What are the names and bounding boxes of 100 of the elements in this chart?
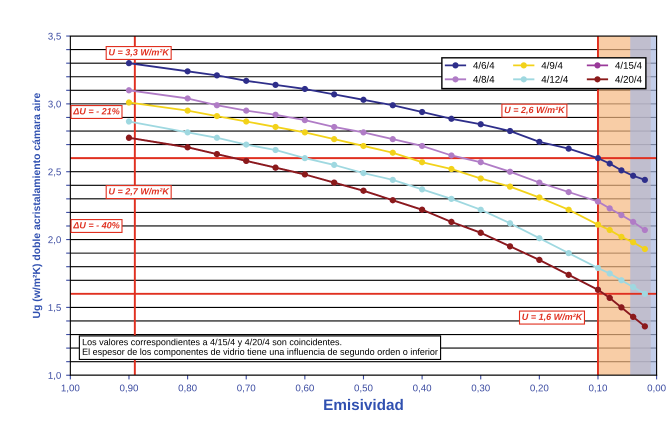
point [331, 91, 338, 98]
x-tick-label: 0,40 [413, 384, 432, 393]
point [506, 184, 514, 190]
point [243, 108, 250, 114]
x-tick-label: 0,20 [530, 384, 548, 393]
legend-label: 4/20/4 [615, 76, 642, 83]
x-tick-label: 0,60 [296, 384, 314, 393]
point [642, 176, 648, 183]
point [184, 68, 191, 74]
point [606, 226, 613, 234]
x-tick-label: 0,90 [120, 384, 138, 393]
point [126, 99, 132, 106]
point [478, 159, 484, 166]
point [272, 82, 279, 88]
y-tick-label: 3,0 [48, 100, 61, 109]
legend-label: 4/9/4 [541, 62, 563, 69]
annotation: Los valores correspondientes a 4/15/4 y 4/20/4 son coincidentes. El espesor de los componentes de vidrio tiene una influencia de segundo orden o inferior [82, 338, 438, 357]
point [418, 142, 426, 150]
point [630, 172, 636, 179]
point [448, 116, 455, 122]
point [478, 206, 484, 213]
point [126, 60, 132, 66]
y-tick-label: 2,0 [48, 236, 61, 244]
x-tick-label: 0,30 [472, 384, 490, 393]
point [243, 141, 250, 148]
point [390, 150, 396, 156]
point [243, 78, 250, 84]
point [630, 284, 636, 290]
x-tick-label: 0,00 [648, 384, 666, 393]
point [302, 117, 308, 124]
point [506, 220, 514, 226]
annotation: U = 2,6 W/m²K [504, 106, 566, 114]
annotation: U = 2,7 W/m²K [108, 188, 170, 196]
point [606, 160, 613, 167]
point [566, 206, 572, 213]
point [418, 159, 426, 166]
point [536, 194, 542, 201]
point [331, 136, 338, 142]
y-axis-title: Ug (w/m²K) doble acristalamiento cámara aire [32, 93, 42, 318]
legend-label: 4/12/4 [541, 76, 568, 83]
legend-label: 4/8/4 [473, 76, 494, 83]
point [214, 72, 220, 79]
x-tick-label: 1,00 [62, 384, 80, 393]
point [272, 124, 279, 130]
point [506, 168, 514, 175]
point [184, 108, 191, 114]
point [594, 264, 602, 272]
x-tick-label: 0,50 [354, 384, 373, 393]
point [594, 198, 602, 205]
point [536, 179, 542, 186]
y-tick-label: 3,5 [48, 32, 61, 41]
point [506, 128, 514, 134]
point [642, 246, 648, 252]
annotation: ΔU = - 21% [73, 108, 120, 114]
point [566, 250, 572, 256]
point [126, 118, 132, 125]
point [618, 212, 625, 218]
point [618, 234, 625, 240]
annotation: U = 1,6 W/m²K [522, 313, 583, 322]
y-tick-label: 1,5 [48, 304, 61, 312]
point [594, 155, 602, 162]
point [390, 176, 396, 183]
point [448, 196, 455, 202]
point [418, 108, 426, 116]
point [243, 118, 250, 125]
y-tick-label: 1,0 [48, 372, 61, 380]
point [618, 277, 625, 284]
point [566, 188, 572, 196]
point [360, 170, 367, 176]
point [331, 162, 338, 168]
point [618, 167, 625, 174]
point [418, 186, 426, 192]
point [302, 129, 308, 136]
point [642, 290, 648, 297]
point [360, 96, 367, 103]
point [448, 152, 455, 159]
point [184, 95, 191, 102]
x-tick-label: 0,10 [588, 384, 608, 393]
point [214, 112, 220, 120]
y-tick-label: 2,5 [48, 168, 61, 176]
point [272, 146, 279, 154]
point [214, 102, 220, 108]
point [390, 102, 396, 108]
point [272, 112, 279, 118]
x-tick-label: 0,70 [237, 384, 256, 393]
x-tick-label: 0,80 [178, 384, 197, 393]
point [606, 270, 613, 277]
legend-label: 4/6/4 [473, 62, 494, 69]
annotation: U = 3,3 W/m²K [108, 48, 170, 57]
point [630, 239, 636, 246]
annotation: ΔU = - 40% [73, 222, 120, 228]
point [302, 155, 308, 162]
point [126, 87, 132, 94]
point [478, 175, 484, 182]
point [448, 166, 455, 172]
point [536, 235, 542, 242]
point [331, 124, 338, 130]
x-axis-title: Emisividad [324, 398, 403, 410]
legend-label: 4/15/4 [615, 62, 642, 69]
point [478, 121, 484, 128]
